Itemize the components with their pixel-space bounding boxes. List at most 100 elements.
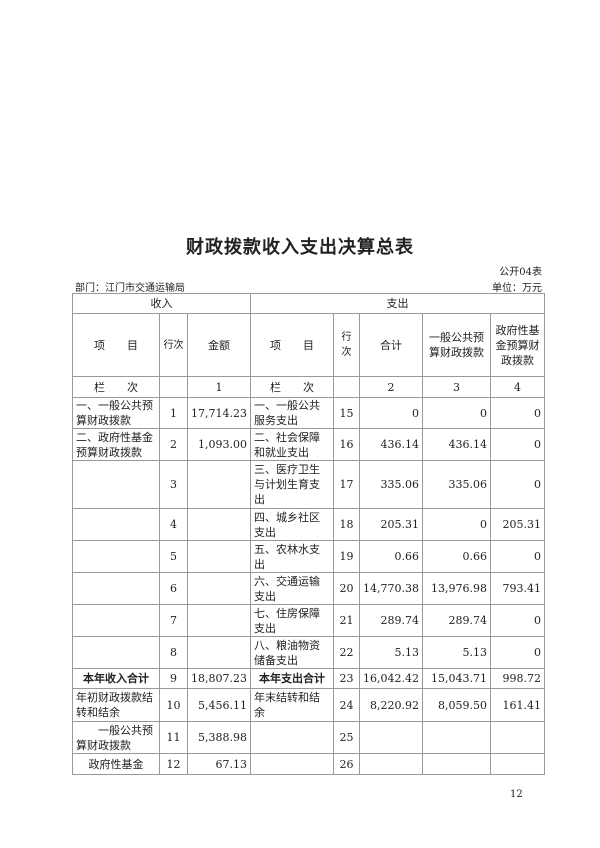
income-line-no: 11 [159, 721, 188, 754]
income-line-no: 5 [159, 540, 188, 573]
table-row: 政府性基金 12 67.13 26 [72, 753, 545, 775]
expense-line-no: 22 [332, 636, 360, 669]
expense-line-no: 19 [332, 540, 360, 573]
income-item: 年初财政拨款结转和结余 [72, 688, 160, 722]
income-amount [187, 508, 251, 541]
page-title: 财政拨款收入支出决算总表 [186, 237, 414, 258]
col-number: 4 [489, 376, 545, 398]
income-item: 政府性基金 [72, 753, 160, 775]
gov-fund-amount: 0 [489, 540, 545, 573]
table-row: 7 七、住房保障支出 21 289.74 289.74 0 [72, 604, 545, 637]
expense-total: 205.31 [358, 508, 423, 541]
general-budget-amount [421, 753, 491, 775]
table-row: 一般公共预算财政拨款 11 5,388.98 25 [72, 721, 545, 754]
income-amount: 67.13 [187, 753, 251, 775]
expense-item [249, 753, 334, 775]
expense-total [358, 753, 423, 775]
income-item: 一般公共预算财政拨款 [72, 721, 160, 754]
table-row: 3 三、医疗卫生与计划生育支出 17 335.06 335.06 0 [72, 460, 545, 509]
gov-fund-amount: 161.41 [489, 688, 545, 722]
expense-line-header: 行次 [332, 313, 360, 377]
column-label: 栏 次 [72, 376, 160, 398]
expense-line-no: 21 [332, 604, 360, 637]
gov-fund-amount: 793.41 [489, 572, 545, 605]
expense-total: 8,220.92 [358, 688, 423, 722]
income-line-no: 12 [159, 753, 188, 775]
gov-fund-amount: 998.72 [489, 668, 545, 689]
general-budget-header: 一般公共预算财政拨款 [421, 313, 491, 377]
income-line-no: 3 [159, 460, 188, 509]
expense-line-no: 16 [332, 428, 360, 461]
expense-total: 14,770.38 [358, 572, 423, 605]
expense-line-no: 24 [332, 688, 360, 722]
expense-item: 二、社会保障和就业支出 [249, 428, 334, 461]
income-line-no: 2 [159, 428, 188, 461]
expense-line-no: 20 [332, 572, 360, 605]
expense-item: 八、粮油物资储备支出 [249, 636, 334, 669]
table-row: 年初财政拨款结转和结余 10 5,456.11 年末结转和结余 24 8,220.92 8,… [72, 688, 545, 722]
income-item-header: 项 目 [72, 313, 160, 377]
table-row: 本年收入合计 9 18,807.23 本年支出合计 23 16,042.42 15,043.… [72, 668, 545, 689]
expense-item: 一、一般公共服务支出 [249, 397, 334, 429]
income-amount [187, 540, 251, 573]
expense-total [358, 721, 423, 754]
income-amount [187, 604, 251, 637]
expense-item: 六、交通运输支出 [249, 572, 334, 605]
table-row: 8 八、粮油物资储备支出 22 5.13 5.13 0 [72, 636, 545, 669]
income-line-no: 10 [159, 688, 188, 722]
expense-line-no: 17 [332, 460, 360, 509]
expense-item: 七、住房保障支出 [249, 604, 334, 637]
gov-fund-header: 政府性基金预算财政拨款 [489, 313, 545, 377]
general-budget-amount: 15,043.71 [421, 668, 491, 689]
gov-fund-amount: 205.31 [489, 508, 545, 541]
general-budget-amount: 289.74 [421, 604, 491, 637]
general-budget-amount: 335.06 [421, 460, 491, 509]
general-budget-amount: 0 [421, 508, 491, 541]
income-amount [187, 636, 251, 669]
income-amount: 18,807.23 [187, 668, 251, 689]
expense-item: 本年支出合计 [249, 668, 334, 689]
expense-item [249, 721, 334, 754]
expense-line-no: 26 [332, 753, 360, 775]
expense-line-no: 18 [332, 508, 360, 541]
page-number: 12 [510, 789, 523, 800]
income-amount: 5,456.11 [187, 688, 251, 722]
col-number: 2 [358, 376, 423, 398]
income-amount: 5,388.98 [187, 721, 251, 754]
table-row: 5 五、农林水支出 19 0.66 0.66 0 [72, 540, 545, 573]
income-line-no: 6 [159, 572, 188, 605]
empty-cell [159, 376, 188, 398]
col-number: 1 [187, 376, 251, 398]
amount-header: 金额 [187, 313, 251, 377]
column-label: 栏 次 [249, 376, 334, 398]
income-amount: 17,714.23 [187, 397, 251, 429]
gov-fund-amount: 0 [489, 460, 545, 509]
gov-fund-amount: 0 [489, 604, 545, 637]
expense-total: 0.66 [358, 540, 423, 573]
income-item [72, 604, 160, 637]
expense-total: 16,042.42 [358, 668, 423, 689]
gov-fund-amount: 0 [489, 428, 545, 461]
expense-item: 四、城乡社区支出 [249, 508, 334, 541]
general-budget-amount: 5.13 [421, 636, 491, 669]
income-item [72, 460, 160, 509]
unit-label: 单位：万元 [492, 283, 542, 294]
gov-fund-amount: 0 [489, 397, 545, 429]
income-line-no: 1 [159, 397, 188, 429]
income-line-header: 行次 [159, 313, 188, 377]
general-budget-amount: 436.14 [421, 428, 491, 461]
expense-total: 0 [358, 397, 423, 429]
expense-line-no: 25 [332, 721, 360, 754]
general-budget-amount: 8,059.50 [421, 688, 491, 722]
expense-total: 335.06 [358, 460, 423, 509]
income-item [72, 540, 160, 573]
expense-item: 三、医疗卫生与计划生育支出 [249, 460, 334, 509]
income-item [72, 636, 160, 669]
table-row: 6 六、交通运输支出 20 14,770.38 13,976.98 793.41 [72, 572, 545, 605]
col-number: 3 [421, 376, 491, 398]
income-item [72, 508, 160, 541]
gov-fund-amount: 0 [489, 636, 545, 669]
income-line-no: 7 [159, 604, 188, 637]
income-amount [187, 572, 251, 605]
expense-line-no: 23 [332, 668, 360, 689]
